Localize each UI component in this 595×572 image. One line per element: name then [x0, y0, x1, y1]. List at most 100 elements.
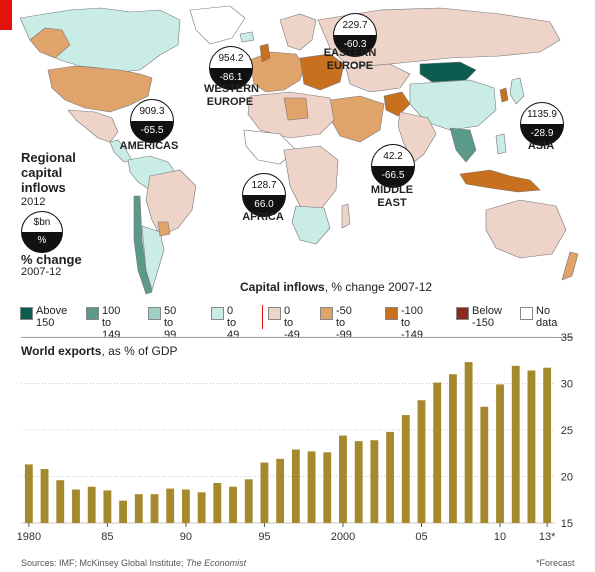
badge-change: -60.3	[343, 39, 367, 50]
bar-1990	[181, 489, 190, 523]
map-paraguay	[157, 221, 171, 237]
x-tick-label: 05	[415, 531, 427, 543]
badge-change: -66.5	[381, 170, 405, 181]
key-badge-unit: $bn	[22, 212, 62, 232]
key-badge-pct: %	[37, 235, 47, 246]
legend-swatch	[86, 307, 99, 320]
badge-value: 128.7	[243, 174, 285, 195]
map-panel: Regional capital inflows 2012 $bn % % ch…	[0, 0, 579, 295]
map-west-africa	[243, 129, 297, 165]
map-greenland	[189, 5, 246, 45]
legend-swatch	[385, 307, 398, 320]
map-middle-east	[329, 95, 385, 143]
source-text: Sources: IMF; McKinsey Global Institute;	[21, 558, 187, 568]
source-note: Sources: IMF; McKinsey Global Institute;…	[21, 558, 246, 568]
bar-1999	[323, 452, 332, 523]
x-tick-label: 1980	[17, 531, 41, 543]
map-mongolia	[419, 61, 477, 83]
map-uk	[259, 43, 271, 63]
exports-bar-chart: 15 20 25 30 35 1980 85 90 95 2000 05 10 13*	[17, 332, 573, 543]
legend-label: Above 150	[36, 305, 68, 329]
bar-1984	[87, 486, 96, 523]
region-label-eastern-europe: EASTERN EUROPE	[323, 47, 377, 72]
map-scandinavia	[279, 13, 317, 51]
y-tick-label: 15	[561, 518, 573, 530]
legend-label: No data	[536, 305, 558, 329]
map-year: 2012	[21, 196, 46, 208]
legend-swatch	[320, 307, 333, 320]
legend-title: Capital inflows, % change 2007-12	[240, 280, 432, 294]
bar-2007	[448, 374, 457, 523]
badge-middle-east: 42.2 -66.5	[371, 144, 415, 188]
badge-americas: 909.3 -65.5	[130, 99, 174, 143]
legend-label: -50 to -99	[336, 305, 352, 341]
map-kazakhstan	[345, 63, 411, 93]
bar-2004	[401, 415, 410, 523]
x-tick-label: 10	[494, 531, 506, 543]
key-change-years: 2007-12	[21, 266, 62, 278]
y-tick-label: 30	[561, 379, 573, 391]
chart-title-unit: , as % of GDP	[101, 344, 178, 358]
legend-label: -100 to -149	[401, 305, 424, 341]
region-label-middle-east: MIDDLE EAST	[370, 184, 414, 209]
legend-swatch	[148, 307, 161, 320]
region-label-americas: AMERICAS	[119, 140, 179, 152]
region-label-africa: AFRICA	[242, 211, 284, 223]
bar-2005	[417, 400, 426, 523]
x-tick-label: 2000	[331, 531, 355, 543]
bar-1988	[150, 494, 159, 523]
bar-1998	[307, 451, 316, 523]
bar-2011	[511, 365, 520, 523]
x-tick-label: 13*	[539, 531, 556, 543]
chart-title: World exports, as % of GDP	[21, 344, 178, 358]
badge-value: 954.2	[210, 47, 252, 68]
brand-tab	[0, 0, 12, 30]
bar-1994	[244, 479, 253, 523]
legend-label: 50 to 99	[164, 305, 177, 341]
badge-asia: 1135.9 -28.9	[520, 102, 564, 146]
badge-value: 1135.9	[521, 103, 563, 124]
legend-swatch	[268, 307, 281, 320]
badge-change: 66.0	[254, 199, 274, 210]
map-western-europe	[249, 51, 305, 93]
map-algeria	[283, 97, 309, 121]
map-korea	[499, 87, 509, 103]
source-italic: The Economist	[186, 558, 247, 568]
map-central-africa	[283, 145, 339, 211]
map-china	[409, 79, 497, 131]
bar-2008	[464, 362, 473, 523]
bar-2002	[370, 440, 379, 523]
map-japan	[509, 77, 525, 105]
chart-title-main: World exports	[21, 344, 102, 358]
bar-1987	[134, 494, 143, 523]
map-iceland	[239, 31, 255, 43]
badge-value: 42.2	[372, 145, 414, 166]
map-mexico	[67, 109, 119, 143]
map-russia	[317, 7, 561, 67]
map-philippines	[495, 133, 507, 155]
region-label-asia: ASIA	[527, 140, 555, 152]
legend-label: 0 to -49	[284, 305, 300, 341]
x-tick-label: 95	[258, 531, 270, 543]
bar-1986	[119, 500, 128, 523]
bar-1983	[72, 489, 80, 523]
map-south-africa	[291, 205, 331, 245]
x-tick-label: 85	[101, 531, 113, 543]
x-tick-label: 90	[180, 531, 192, 543]
map-madagascar	[341, 203, 351, 229]
map-alaska	[29, 27, 71, 59]
bar-1981	[40, 469, 49, 523]
badge-value: 229.7	[334, 14, 376, 35]
key-change-label: % change	[21, 252, 82, 267]
bar-1995	[260, 462, 269, 523]
bar-2009	[480, 406, 489, 523]
badge-western-europe: 954.2 -86.1	[209, 46, 253, 90]
bar-1985	[103, 490, 112, 523]
bar-1992	[213, 483, 222, 523]
badge-value: 909.3	[131, 100, 173, 121]
badge-change: -28.9	[530, 128, 554, 139]
legend-label: 100 to 149	[102, 305, 121, 341]
key-badge: $bn %	[21, 211, 63, 253]
map-indonesia	[459, 169, 541, 193]
bar-1991	[197, 492, 206, 523]
